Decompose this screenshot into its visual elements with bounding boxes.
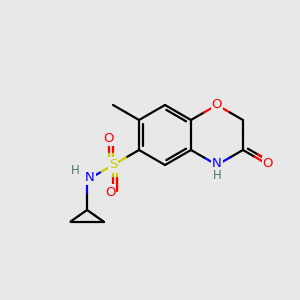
Text: O: O (212, 98, 222, 112)
Text: O: O (105, 185, 115, 199)
Text: N: N (85, 171, 95, 184)
Text: O: O (262, 157, 273, 170)
Text: S: S (109, 158, 117, 172)
Text: N: N (212, 157, 222, 170)
Text: O: O (103, 131, 114, 145)
Text: H: H (213, 169, 221, 182)
Text: H: H (71, 164, 80, 178)
